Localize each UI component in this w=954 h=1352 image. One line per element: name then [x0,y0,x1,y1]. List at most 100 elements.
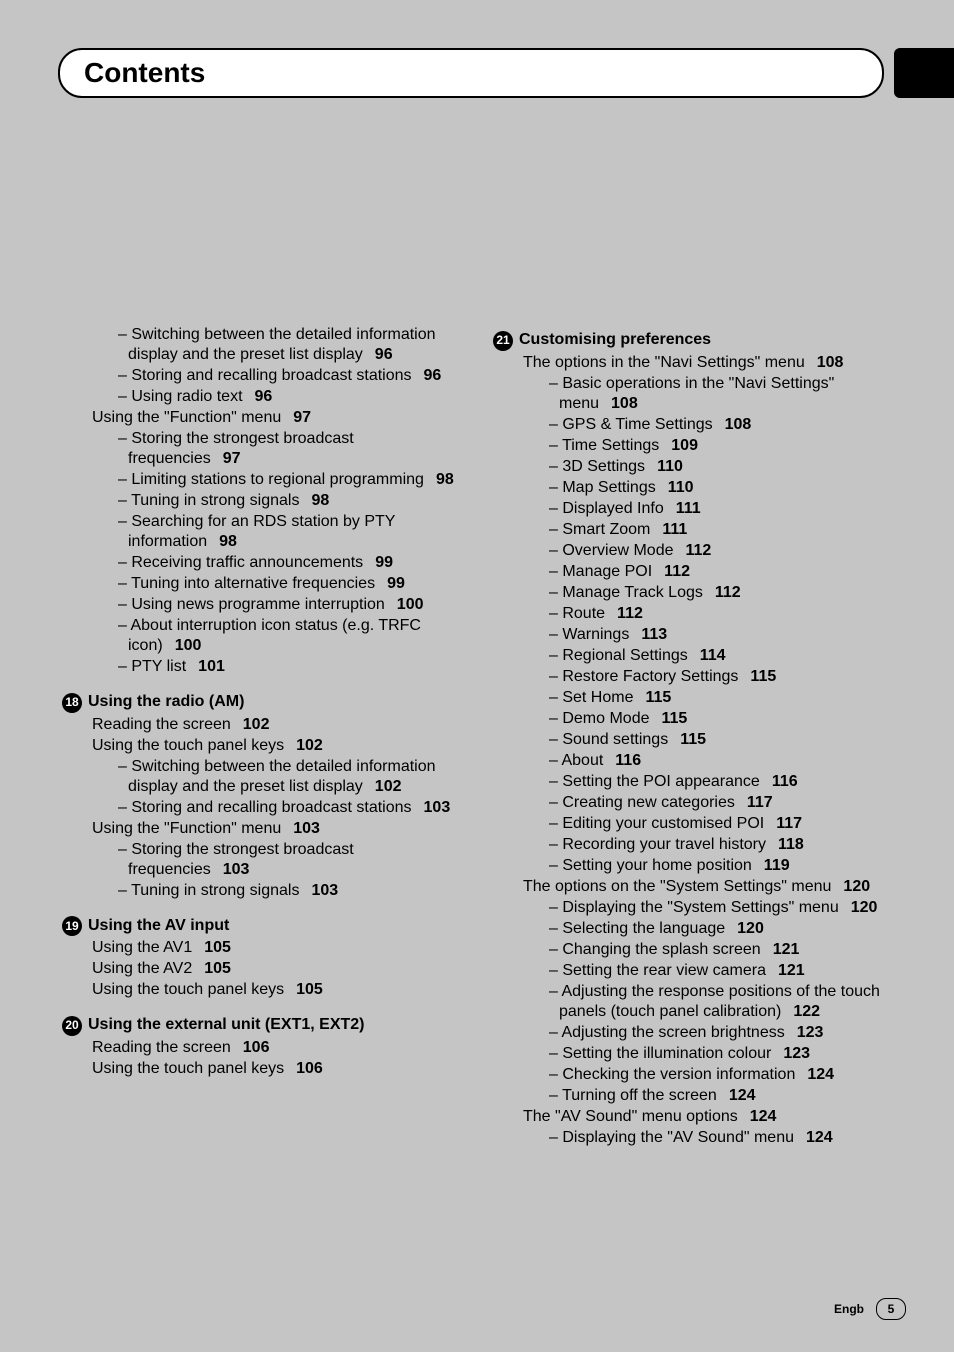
entry-page: 106 [243,1039,270,1056]
entry-text: GPS & Time Settings [562,416,712,433]
entry-text: The options on the "System Settings" men… [523,878,831,895]
entry-page: 111 [662,521,687,538]
toc-subentry: Recording your travel history 118 [493,835,894,855]
entry-text: Sound settings [562,731,668,748]
toc-subentry: Setting the rear view camera 121 [493,961,894,981]
entry-text: Time Settings [562,437,659,454]
entry-page: 96 [424,367,442,384]
entry-page: 115 [750,668,776,685]
entry-text: Route [562,605,605,622]
entry-page: 108 [817,354,844,371]
toc-subentry: Using news programme interruption100 [62,595,463,615]
entry-page: 121 [773,941,800,958]
toc-subentry: 3D Settings110 [493,457,894,477]
toc-subentry: Route112 [493,604,894,624]
entry-text: Adjusting the response positions of the … [559,983,880,1020]
entry-page: 101 [198,658,225,675]
entry-text: Using the "Function" menu [92,409,281,426]
toc-entry: Reading the screen 106 [62,1038,463,1058]
chapter-badge: 21 [493,331,513,351]
entry-text: Recording your travel history [562,836,766,853]
entry-page: 118 [778,836,804,853]
toc-subentry: Displayed Info111 [493,499,894,519]
toc-subentry: Limiting stations to regional programmin… [62,470,463,490]
entry-text: Smart Zoom [562,521,650,538]
entry-text: Storing and recalling broadcast stations [131,367,411,384]
toc-entry: Using the touch panel keys102 [62,736,463,756]
toc-entry: Reading the screen102 [62,715,463,735]
toc-subentry: Time Settings109 [493,436,894,456]
entry-page: 124 [807,1066,834,1083]
entry-text: PTY list [131,658,186,675]
toc-entry: The "AV Sound" menu options124 [493,1107,894,1127]
entry-page: 108 [725,416,752,433]
entry-text: Storing and recalling broadcast stations [131,799,411,816]
toc-subentry: About interruption icon status (e.g. TRF… [62,616,463,656]
entry-page: 98 [311,492,329,509]
toc-subentry: Editing your customised POI117 [493,814,894,834]
entry-page: 99 [375,554,393,571]
toc-subentry: Displaying the "System Settings" menu120 [493,898,894,918]
entry-text: Searching for an RDS station by PTY info… [128,513,395,550]
entry-text: Using the touch panel keys [92,737,284,754]
chapter-title: Using the radio (AM) [88,692,244,712]
entry-page: 124 [806,1129,833,1146]
entry-text: Setting the rear view camera [562,962,766,979]
top-spacer [0,98,954,308]
entry-page: 116 [772,773,798,790]
entry-page: 110 [657,458,683,475]
toc-subentry: Switching between the detailed informati… [62,757,463,797]
entry-text: Using radio text [131,388,242,405]
entry-text: Map Settings [562,479,655,496]
toc-entry: Using the AV1105 [62,938,463,958]
entry-page: 102 [243,716,270,733]
entry-text: Editing your customised POI [562,815,764,832]
toc-subentry: Adjusting the screen brightness123 [493,1023,894,1043]
toc-subentry: Changing the splash screen 121 [493,940,894,960]
entry-text: Regional Settings [562,647,687,664]
entry-text: Restore Factory Settings [562,668,738,685]
entry-page: 106 [296,1060,323,1077]
chapter-badge: 20 [62,1016,82,1036]
toc-subentry: Selecting the language120 [493,919,894,939]
toc-subentry: Basic operations in the "Navi Settings" … [493,374,894,414]
toc-subentry: Creating new categories117 [493,793,894,813]
entry-page: 110 [668,479,694,496]
entry-page: 120 [737,920,764,937]
toc-subentry: Setting your home position119 [493,856,894,876]
entry-page: 114 [700,647,726,664]
entry-page: 96 [255,388,273,405]
entry-text: Manage Track Logs [562,584,703,601]
toc-subentry: Using radio text 96 [62,387,463,407]
entry-text: Demo Mode [562,710,649,727]
chapter-heading: 18 Using the radio (AM) [62,692,463,713]
entry-page: 124 [729,1087,756,1104]
entry-page: 105 [204,939,231,956]
entry-text: Reading the screen [92,1039,231,1056]
toc-subentry: Checking the version information124 [493,1065,894,1085]
footer-page: 5 [876,1298,906,1320]
toc-subentry: Overview Mode112 [493,541,894,561]
toc-subentry: Tuning in strong signals98 [62,491,463,511]
chapter-badge: 18 [62,693,82,713]
entry-page: 121 [778,962,805,979]
page-title: Contents [84,57,205,89]
entry-text: Changing the splash screen [562,941,760,958]
toc-subentry: Setting the POI appearance116 [493,772,894,792]
entry-text: Manage POI [562,563,652,580]
chapter-heading: 21Customising preferences [493,330,894,351]
entry-text: Using the AV2 [92,960,192,977]
toc-subentry: Tuning in strong signals103 [62,881,463,901]
entry-text: Setting your home position [562,857,751,874]
entry-page: 113 [641,626,667,643]
entry-page: 105 [296,981,323,998]
entry-page: 99 [387,575,405,592]
left-column: Switching between the detailed informati… [62,324,463,1149]
chapter-heading: 20Using the external unit (EXT1, EXT2) [62,1015,463,1036]
toc-subentry: Setting the illumination colour123 [493,1044,894,1064]
entry-text: Tuning into alternative frequencies [131,575,375,592]
toc-subentry: Smart Zoom 111 [493,520,894,540]
toc-subentry: Storing and recalling broadcast stations… [62,366,463,386]
entry-page: 102 [375,778,402,795]
toc-subentry: Warnings113 [493,625,894,645]
